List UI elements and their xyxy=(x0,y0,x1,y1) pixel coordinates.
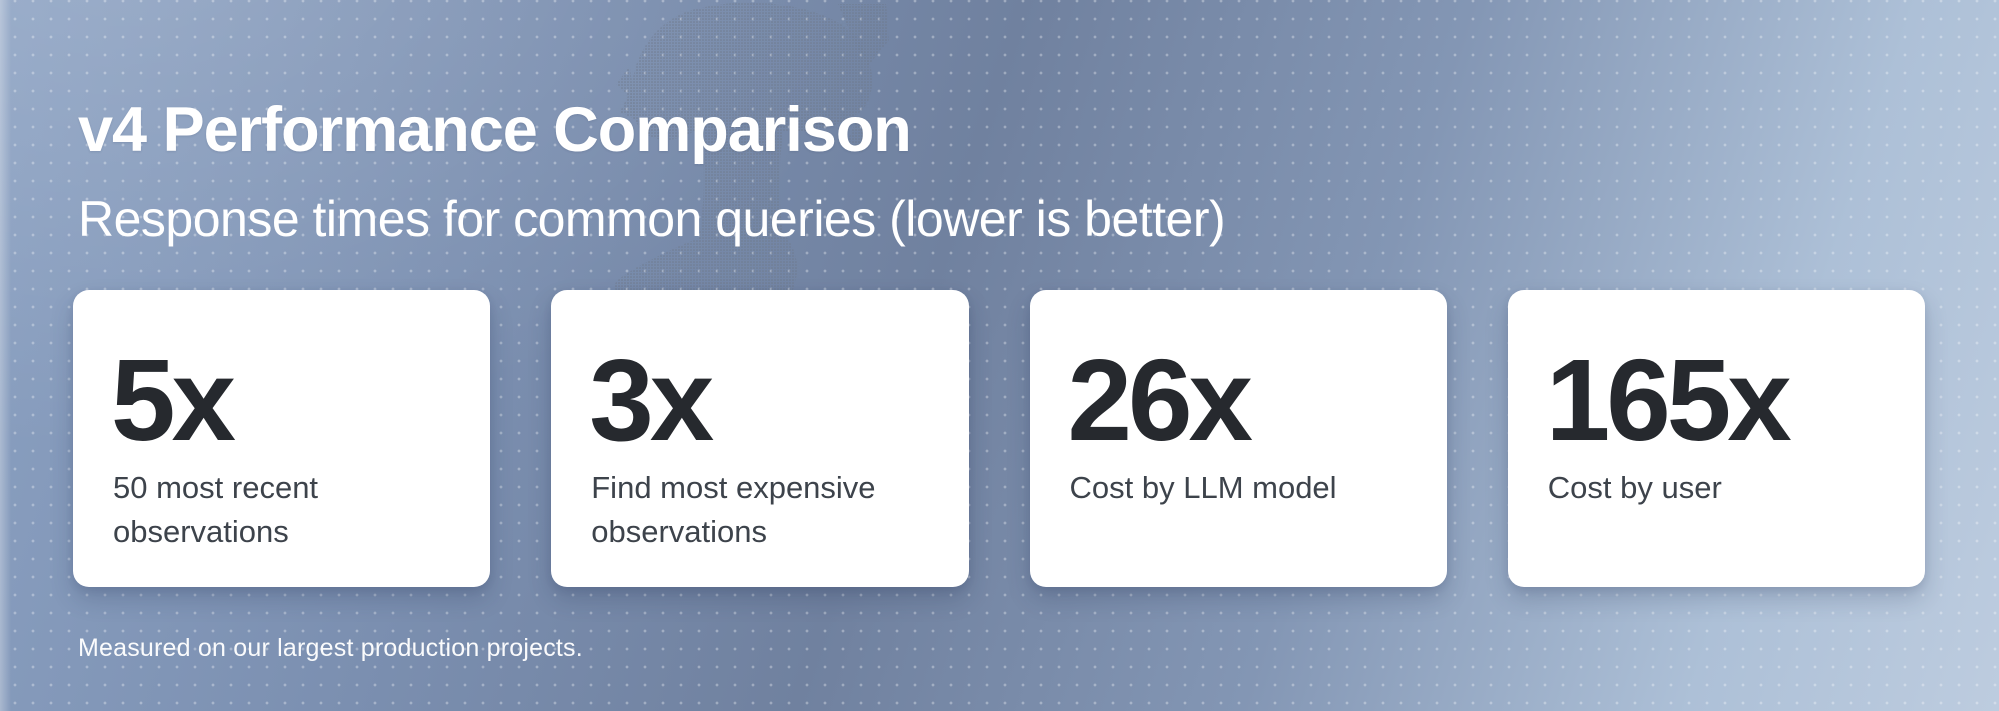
stat-label: 50 most recent observations xyxy=(113,470,319,550)
stat-card-cost-by-user: 165x Cost by user xyxy=(1507,290,1925,587)
stat-value: 165x xyxy=(1545,335,1792,465)
stat-label: Cost by LLM model xyxy=(1069,470,1337,505)
stat-value: 3x xyxy=(589,335,714,465)
page-title: v4 Performance Comparison xyxy=(78,95,912,165)
stat-card-cost-by-llm-model: 26x Cost by LLM model xyxy=(1029,290,1447,587)
stat-value: 26x xyxy=(1067,335,1254,465)
stat-card-expensive-observations: 3x Find most expensive observations xyxy=(551,290,969,587)
stat-label: Find most expensive observations xyxy=(591,470,876,550)
stat-label: Cost by user xyxy=(1547,470,1722,505)
page-subtitle: Response times for common queries (lower… xyxy=(78,191,1226,248)
header: v4 Performance Comparison Response times… xyxy=(78,95,1226,249)
stat-value: 5x xyxy=(111,335,236,465)
stat-card-recent-observations: 5x 50 most recent observations xyxy=(73,290,491,587)
footnote: Measured on our largest production proje… xyxy=(78,634,583,662)
stat-card-row: 5x 50 most recent observations 3x Find m… xyxy=(73,290,1925,587)
